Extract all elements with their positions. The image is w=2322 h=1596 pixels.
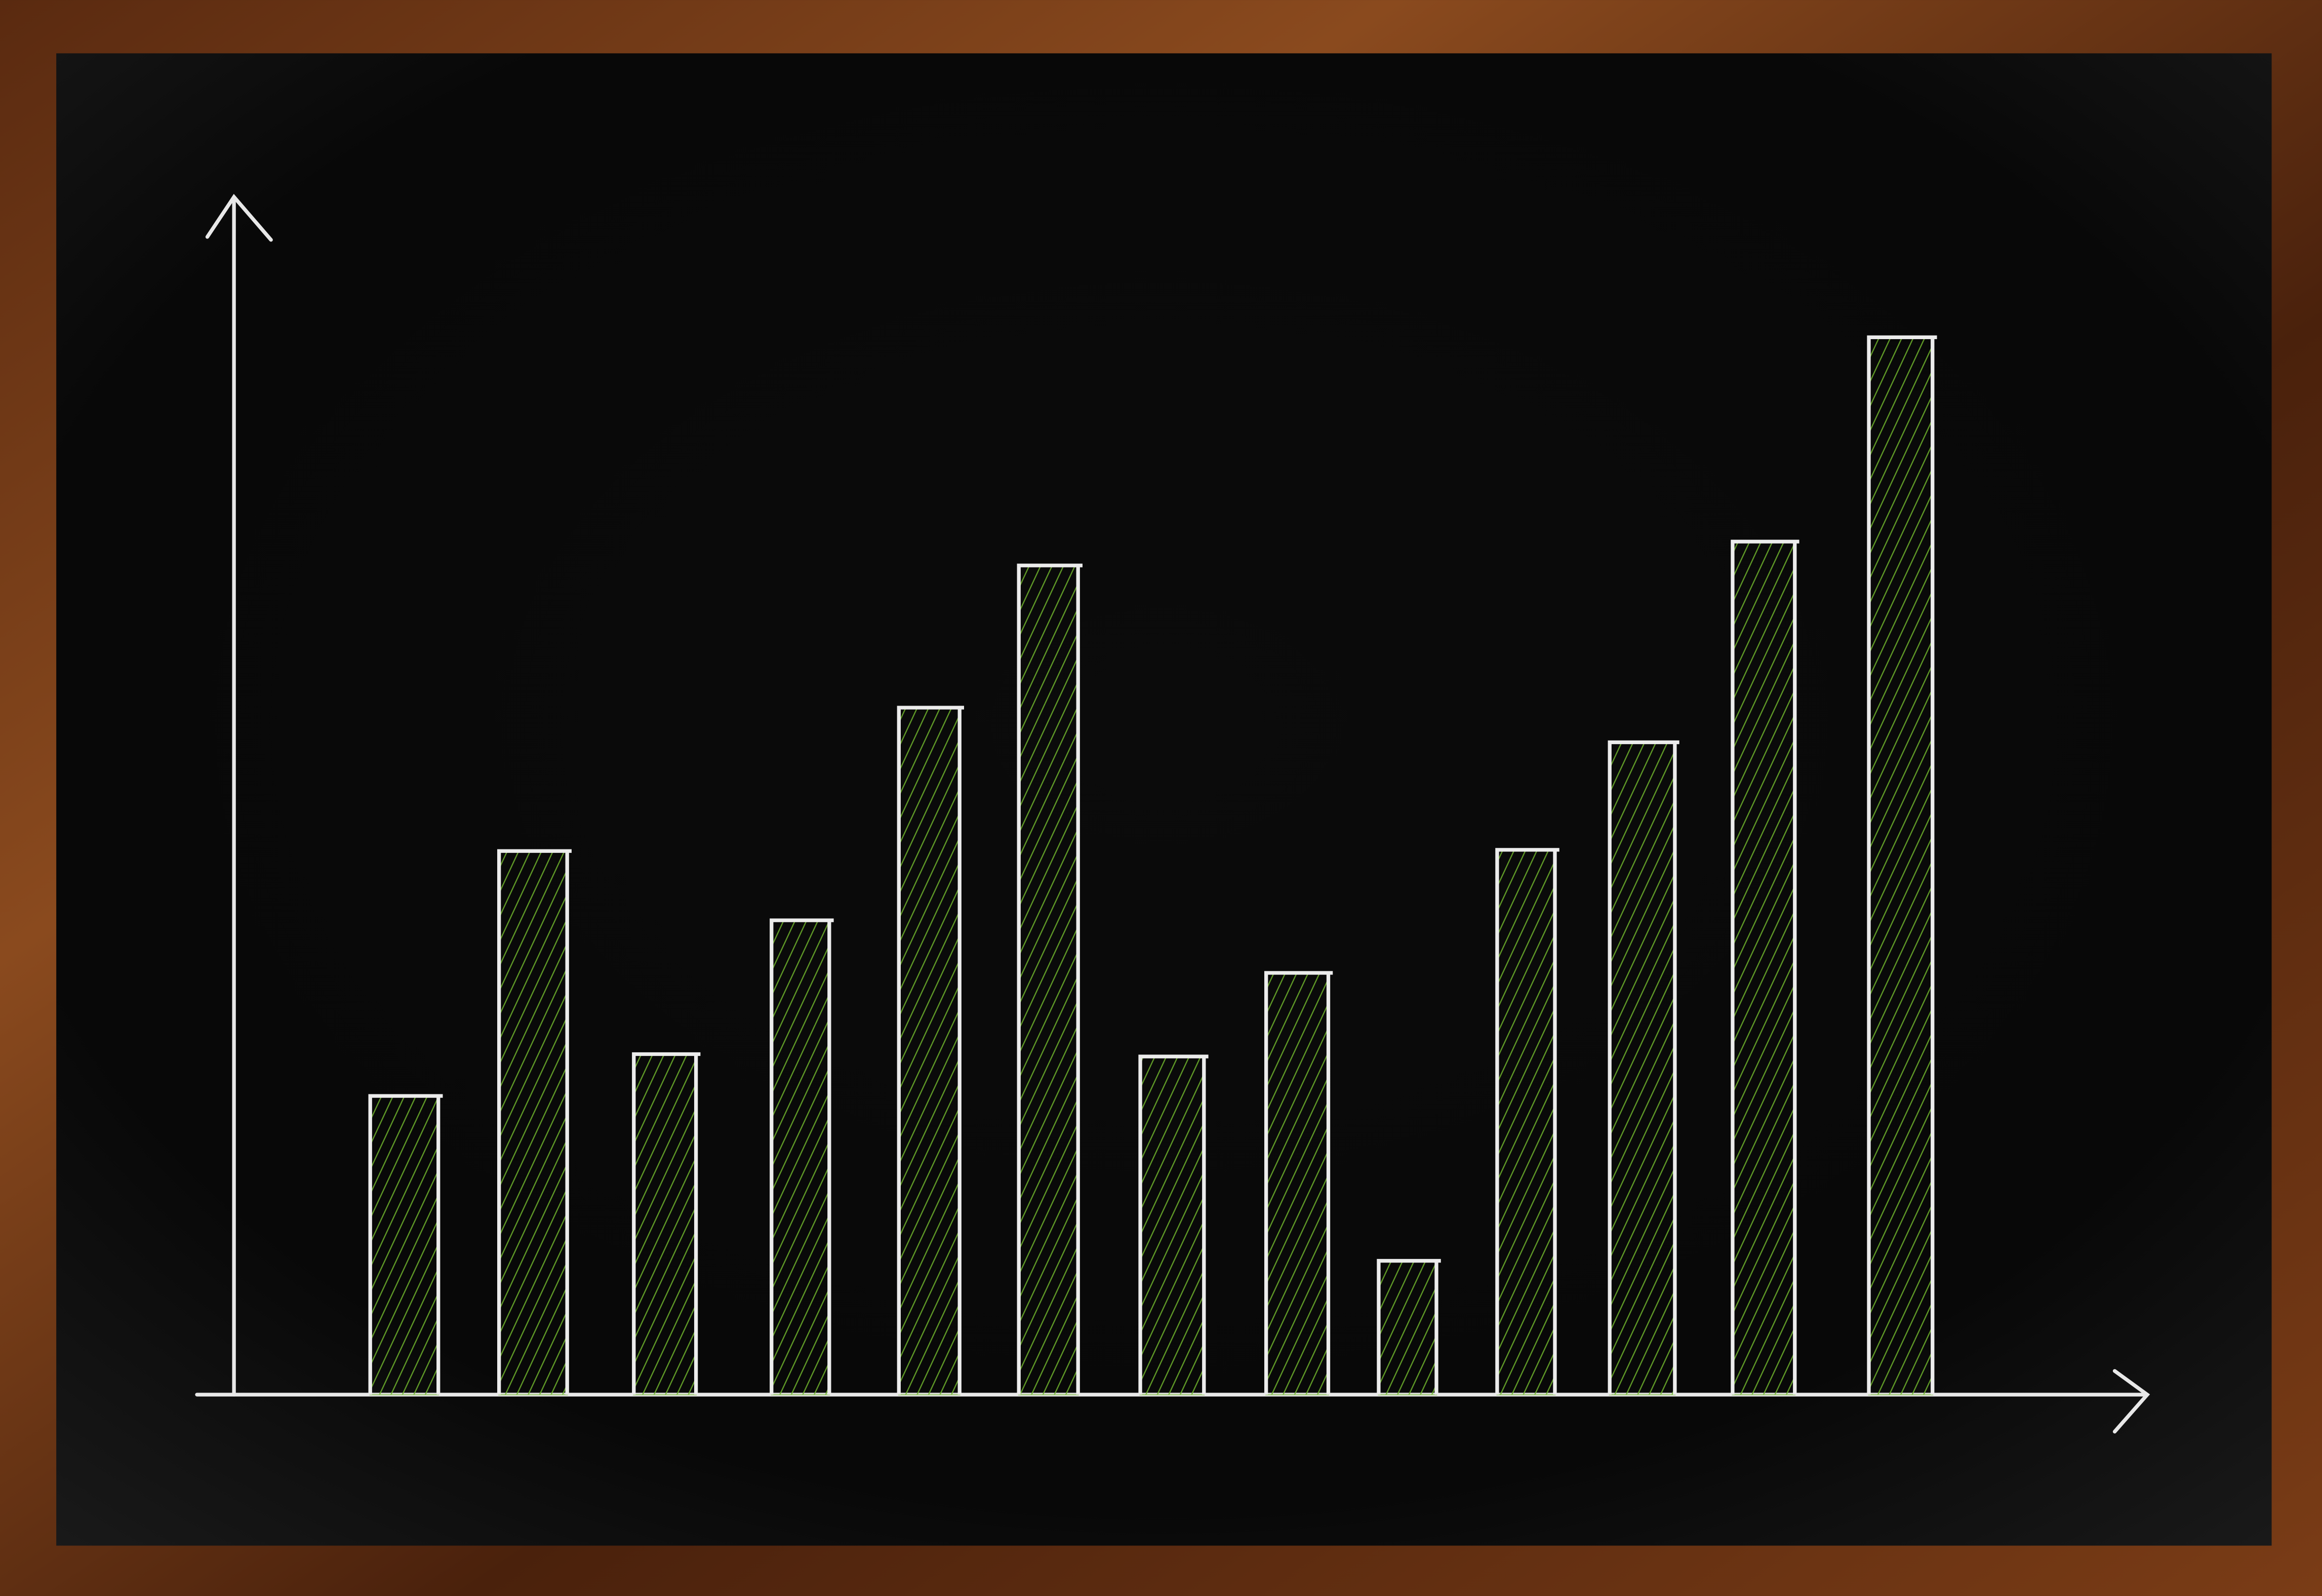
x-axis-arrow — [2112, 1369, 2150, 1434]
bar — [498, 850, 568, 1396]
bar — [771, 919, 830, 1396]
bar-outline — [1608, 740, 1679, 1395]
bar — [1496, 849, 1556, 1396]
bar-group — [1017, 563, 1083, 1396]
bar-outline — [1138, 1054, 1209, 1395]
bar-outline — [770, 918, 834, 1395]
bar-group — [897, 706, 965, 1396]
bar-outline — [1731, 540, 1799, 1395]
bar-outline — [497, 849, 572, 1395]
bar-group — [632, 1052, 701, 1396]
bar-outline — [1264, 971, 1333, 1395]
bar — [1139, 1055, 1205, 1396]
bar-outline — [1017, 563, 1083, 1395]
bar-group — [1608, 740, 1679, 1396]
bar-group — [1731, 540, 1799, 1396]
bar-group — [497, 849, 572, 1396]
bar-group — [1264, 971, 1333, 1396]
bar — [1868, 336, 1934, 1396]
bar-outline — [1377, 1259, 1441, 1395]
bar — [1018, 564, 1079, 1396]
bar — [898, 707, 960, 1396]
bar-group — [1377, 1259, 1441, 1396]
bar — [1732, 541, 1796, 1396]
y-axis-arrow — [205, 194, 273, 242]
bar-outline — [632, 1052, 701, 1395]
bar-outline — [1867, 335, 1937, 1395]
bar — [1378, 1260, 1437, 1396]
bar — [369, 1095, 439, 1396]
bar-outline — [897, 706, 965, 1395]
bar-group — [1867, 335, 1937, 1396]
bar — [1609, 742, 1676, 1396]
bar-group — [1138, 1054, 1209, 1396]
bar-outline — [368, 1094, 443, 1395]
bar-group — [770, 918, 834, 1396]
bar-group — [1495, 848, 1559, 1396]
bar — [1265, 972, 1329, 1396]
bar — [633, 1053, 697, 1396]
bar-outline — [1495, 848, 1559, 1395]
bar-group — [368, 1094, 443, 1396]
